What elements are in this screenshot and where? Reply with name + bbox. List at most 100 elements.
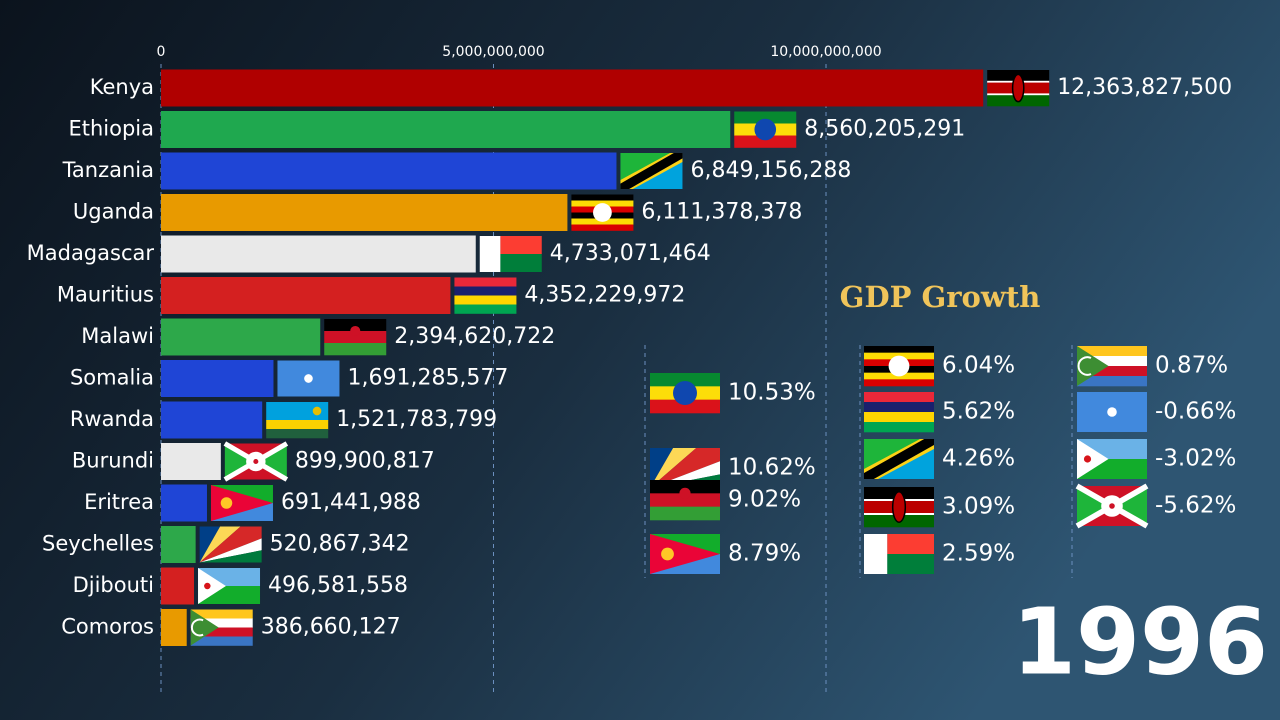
flag-part	[204, 582, 211, 590]
category-label: Malawi	[81, 324, 154, 348]
value-label: 1,691,285,577	[347, 366, 508, 391]
category-label: Eritrea	[84, 490, 154, 514]
bar	[161, 194, 568, 231]
flag-part	[1077, 346, 1109, 386]
bar	[161, 484, 207, 522]
value-label: 496,581,558	[268, 573, 408, 598]
flag-part	[864, 439, 934, 479]
growth-value: 5.62%	[942, 399, 1015, 425]
flag-part	[1107, 407, 1117, 417]
value-label: 8,560,205,291	[804, 117, 965, 142]
flag	[864, 487, 934, 528]
flag-part	[1077, 376, 1147, 387]
flag-part	[650, 448, 697, 488]
bar	[161, 318, 321, 356]
flag	[1077, 346, 1147, 387]
bar	[161, 567, 195, 605]
growth-value: 8.79%	[728, 541, 801, 567]
growth-value: 6.04%	[942, 353, 1015, 379]
flag	[198, 568, 261, 604]
flag-part	[650, 534, 720, 574]
flag-part	[350, 325, 361, 337]
flag-part	[304, 374, 313, 383]
flag-part	[571, 194, 634, 201]
flag-part	[593, 203, 612, 222]
bar	[161, 401, 263, 439]
growth-value: 9.02%	[728, 487, 801, 513]
flag-part	[1077, 346, 1147, 357]
bar	[161, 526, 196, 563]
flag-part	[454, 286, 517, 296]
flag-part	[571, 224, 634, 231]
flag-part	[864, 422, 934, 433]
flag	[1077, 439, 1147, 479]
category-label: Seychelles	[42, 532, 154, 556]
flag-part	[199, 526, 262, 563]
flag-part	[1077, 366, 1147, 377]
flag-part	[864, 534, 888, 574]
flag-part	[888, 355, 910, 377]
growth-value: -0.66%	[1155, 399, 1236, 425]
flag	[266, 402, 329, 439]
value-label: 4,352,229,972	[524, 283, 685, 308]
bar	[161, 235, 476, 273]
flag-part	[661, 547, 674, 561]
flag-part	[312, 406, 322, 416]
flag-part	[887, 554, 934, 574]
bar	[161, 277, 451, 314]
flag-part	[266, 420, 329, 430]
flag	[987, 70, 1050, 107]
value-label: 2,394,620,722	[394, 324, 555, 349]
flag-part	[650, 480, 720, 494]
flag-part	[1083, 455, 1092, 463]
flag	[864, 534, 934, 574]
value-label: 386,660,127	[261, 615, 401, 640]
flag-part	[864, 379, 934, 387]
flag-part	[190, 609, 253, 619]
bar	[161, 69, 984, 107]
flag-part	[1077, 439, 1109, 479]
flag-part	[199, 526, 241, 563]
flag	[223, 441, 289, 482]
flag-part	[887, 534, 934, 554]
category-label: Mauritius	[57, 283, 154, 307]
value-label: 899,900,817	[295, 449, 435, 474]
flag	[571, 194, 634, 231]
flag-part	[620, 153, 683, 189]
category-label: Madagascar	[27, 241, 155, 265]
growth-panel: GDP Growth 10.53% 10.62% 9.02% 8.79% 6.04% 5.…	[644, 280, 1236, 578]
growth-value: 4.26%	[942, 446, 1015, 472]
flag-part	[500, 236, 542, 254]
value-label: 4,733,071,464	[550, 241, 711, 266]
flag-part	[479, 236, 501, 272]
category-label: Comoros	[61, 615, 154, 639]
flag	[277, 360, 340, 397]
flag-part	[266, 429, 329, 439]
flag-part	[650, 399, 720, 414]
flag-part	[1011, 73, 1025, 103]
value-label: 12,363,827,500	[1057, 75, 1232, 100]
flag	[454, 277, 517, 314]
value-label: 691,441,988	[281, 490, 421, 515]
flag-part	[190, 618, 253, 628]
flag-part	[1077, 356, 1147, 367]
category-label: Rwanda	[70, 407, 154, 431]
flag	[199, 526, 262, 563]
growth-title: GDP Growth	[840, 280, 1041, 314]
growth-value: 10.53%	[728, 380, 816, 406]
flag	[864, 439, 934, 479]
bars: Kenya 12,363,827,500 Ethiopia 8,560,205,291…	[27, 69, 1232, 646]
flag-part	[210, 485, 273, 521]
flag-part	[650, 461, 720, 488]
bar	[161, 111, 731, 148]
flag-part	[650, 506, 720, 521]
flag-part	[199, 550, 262, 563]
flag-part	[734, 111, 797, 124]
flag	[650, 373, 720, 414]
growth-value: 0.87%	[1155, 353, 1228, 379]
value-label: 520,867,342	[270, 532, 410, 557]
flag	[650, 534, 720, 574]
flag-part	[454, 277, 517, 287]
